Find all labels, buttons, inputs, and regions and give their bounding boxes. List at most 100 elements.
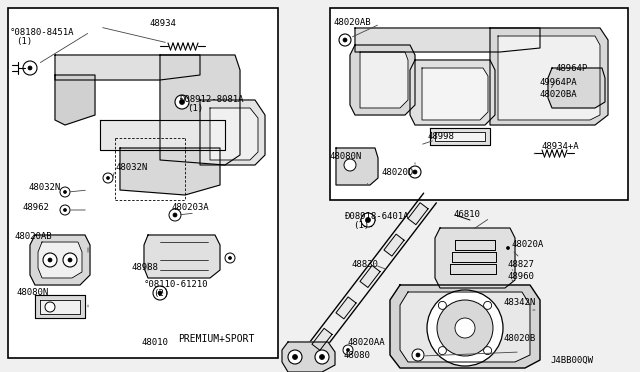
Polygon shape <box>410 60 495 125</box>
Circle shape <box>292 355 298 359</box>
Polygon shape <box>384 234 404 256</box>
Circle shape <box>48 258 52 262</box>
Circle shape <box>288 350 302 364</box>
Text: 46810: 46810 <box>454 210 481 219</box>
Bar <box>8 8 278 358</box>
Text: (1): (1) <box>353 221 369 230</box>
Bar <box>330 8 628 200</box>
Circle shape <box>339 34 351 46</box>
Text: 48080N: 48080N <box>330 152 362 161</box>
Text: 480203A: 480203A <box>172 203 210 212</box>
Polygon shape <box>100 120 225 150</box>
Polygon shape <box>435 228 515 288</box>
Polygon shape <box>435 132 485 141</box>
Polygon shape <box>490 28 608 125</box>
Circle shape <box>63 253 77 267</box>
Circle shape <box>506 247 509 250</box>
Circle shape <box>416 353 420 357</box>
Polygon shape <box>336 297 356 319</box>
Circle shape <box>365 218 371 222</box>
Text: °08110-61210: °08110-61210 <box>144 280 209 289</box>
Circle shape <box>158 291 162 295</box>
Text: 48010: 48010 <box>142 338 169 347</box>
Text: (2): (2) <box>153 289 169 298</box>
Text: 48827: 48827 <box>508 260 535 269</box>
Polygon shape <box>200 100 265 165</box>
Circle shape <box>169 209 181 221</box>
Circle shape <box>63 190 67 193</box>
Polygon shape <box>450 264 496 274</box>
Text: 48934: 48934 <box>150 19 177 28</box>
Text: 48964P: 48964P <box>556 64 588 73</box>
Polygon shape <box>120 148 220 195</box>
Text: 48020AB: 48020AB <box>334 18 372 27</box>
Polygon shape <box>40 300 80 314</box>
Circle shape <box>45 302 55 312</box>
Circle shape <box>455 318 475 338</box>
Text: 48998: 48998 <box>428 132 455 141</box>
Circle shape <box>438 347 446 355</box>
Circle shape <box>346 349 349 352</box>
Polygon shape <box>160 55 240 165</box>
Polygon shape <box>498 36 600 120</box>
Polygon shape <box>35 295 85 318</box>
Text: 48934+A: 48934+A <box>542 142 580 151</box>
Text: 48020A: 48020A <box>512 240 544 249</box>
Text: 48020D: 48020D <box>382 168 414 177</box>
Text: 48962: 48962 <box>22 203 49 212</box>
Text: 48020AB: 48020AB <box>14 232 52 241</box>
Polygon shape <box>355 28 540 52</box>
Polygon shape <box>210 108 258 160</box>
Polygon shape <box>430 128 490 145</box>
Circle shape <box>179 99 184 105</box>
Polygon shape <box>422 68 488 120</box>
Circle shape <box>173 213 177 217</box>
Polygon shape <box>38 242 82 278</box>
Circle shape <box>343 345 353 355</box>
Polygon shape <box>55 55 200 80</box>
Text: 48032N: 48032N <box>115 163 147 172</box>
Circle shape <box>103 173 113 183</box>
Polygon shape <box>408 203 428 225</box>
Circle shape <box>437 300 493 356</box>
Circle shape <box>315 350 329 364</box>
Circle shape <box>153 286 167 300</box>
Circle shape <box>23 61 37 75</box>
Circle shape <box>28 66 32 70</box>
Circle shape <box>63 208 67 212</box>
Circle shape <box>319 355 324 359</box>
Text: 48342N: 48342N <box>504 298 536 307</box>
Circle shape <box>343 38 347 42</box>
Polygon shape <box>336 148 378 185</box>
Circle shape <box>344 159 356 171</box>
Circle shape <box>412 349 424 361</box>
Text: 48080N: 48080N <box>16 288 48 297</box>
Polygon shape <box>390 285 540 368</box>
Circle shape <box>484 301 492 310</box>
Polygon shape <box>455 240 495 250</box>
Text: 48032N: 48032N <box>28 183 60 192</box>
Circle shape <box>427 290 503 366</box>
Polygon shape <box>350 45 415 115</box>
Circle shape <box>228 257 232 260</box>
Text: 48020BA: 48020BA <box>540 90 578 99</box>
Text: 48830: 48830 <box>352 260 379 269</box>
Circle shape <box>106 176 109 180</box>
Circle shape <box>413 170 417 174</box>
Polygon shape <box>312 328 332 350</box>
Circle shape <box>409 166 421 178</box>
Polygon shape <box>452 252 496 262</box>
Polygon shape <box>55 75 95 125</box>
Polygon shape <box>30 235 90 285</box>
Polygon shape <box>548 68 605 108</box>
Circle shape <box>361 213 375 227</box>
Polygon shape <box>360 266 380 288</box>
Circle shape <box>484 347 492 355</box>
Text: Ð08918-6401A: Ð08918-6401A <box>345 212 410 221</box>
Text: °08180-8451A: °08180-8451A <box>10 28 74 37</box>
Circle shape <box>438 301 446 310</box>
Text: (1): (1) <box>16 37 32 46</box>
Text: J4BB00QW: J4BB00QW <box>550 356 593 365</box>
Circle shape <box>60 205 70 215</box>
Polygon shape <box>360 52 408 108</box>
